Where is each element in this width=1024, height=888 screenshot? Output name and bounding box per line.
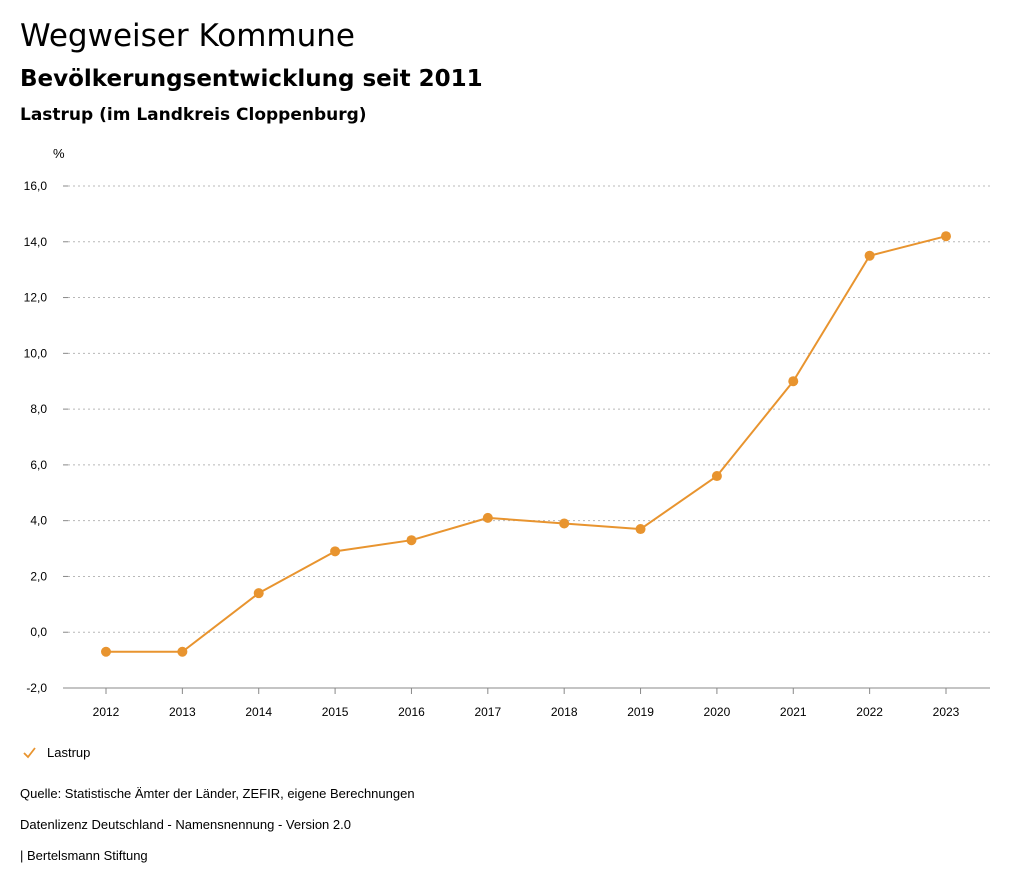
y-axis-unit-label: % <box>53 146 65 161</box>
y-tick-label: 16,0 <box>24 179 48 193</box>
data-point <box>788 376 799 387</box>
y-tick-label: 0,0 <box>30 625 47 639</box>
x-tick-label: 2015 <box>322 705 349 719</box>
checkmark-icon <box>23 747 36 759</box>
y-tick-label: 12,0 <box>24 291 48 305</box>
y-tick-label: 6,0 <box>30 458 47 472</box>
data-point <box>635 524 646 535</box>
data-point <box>864 250 875 261</box>
page-title: Wegweiser Kommune <box>20 18 355 54</box>
series-group <box>101 231 951 657</box>
source-note: Quelle: Statistische Ämter der Länder, Z… <box>20 786 415 801</box>
data-point <box>177 646 188 657</box>
x-tick-label: 2023 <box>933 705 960 719</box>
data-point <box>711 471 722 482</box>
legend-label: Lastrup <box>47 745 91 760</box>
x-tick-label: 2018 <box>551 705 578 719</box>
y-tick-label: -2,0 <box>26 681 47 695</box>
x-tick-label: 2017 <box>474 705 501 719</box>
legend-item-lastrup[interactable]: Lastrup <box>22 745 90 760</box>
data-point <box>330 546 341 557</box>
y-axis-ticks: -2,0 0,0 2,0 4,0 6,0 8,0 10,0 12,0 14,0 16,0 <box>24 179 68 695</box>
series-line-lastrup <box>106 235 947 653</box>
line-chart: % -2,0 0,0 2,0 4,0 6,0 8,0 10,0 12,0 14,0 16,0 20… <box>24 146 990 719</box>
gridlines <box>68 185 990 689</box>
chart-subtitle: Bevölkerungsentwicklung seit 2011 <box>20 66 483 92</box>
data-point <box>559 518 570 529</box>
data-point <box>482 512 493 523</box>
x-tick-label: 2022 <box>856 705 883 719</box>
data-point <box>406 535 417 546</box>
brand-note: | Bertelsmann Stiftung <box>20 848 148 863</box>
data-point <box>101 646 111 657</box>
y-tick-label: 8,0 <box>30 402 47 416</box>
x-tick-label: 2013 <box>169 705 196 719</box>
x-tick-label: 2016 <box>398 705 425 719</box>
y-tick-label: 4,0 <box>30 514 47 528</box>
x-tick-label: 2021 <box>780 705 807 719</box>
data-point <box>253 588 264 599</box>
data-point <box>941 231 951 242</box>
x-tick-label: 2014 <box>245 705 272 719</box>
y-tick-label: 2,0 <box>30 569 47 583</box>
x-tick-label: 2012 <box>93 705 120 719</box>
x-axis: 2012 2013 2014 2015 2016 2017 2018 2019 2020 2021… <box>68 687 990 719</box>
license-note: Datenlizenz Deutschland - Namensnennung … <box>20 817 351 832</box>
y-tick-label: 10,0 <box>24 346 48 360</box>
y-tick-label: 14,0 <box>24 235 48 249</box>
region-label: Lastrup (im Landkreis Cloppenburg) <box>20 105 367 125</box>
x-tick-label: 2020 <box>704 705 731 719</box>
x-tick-label: 2019 <box>627 705 654 719</box>
